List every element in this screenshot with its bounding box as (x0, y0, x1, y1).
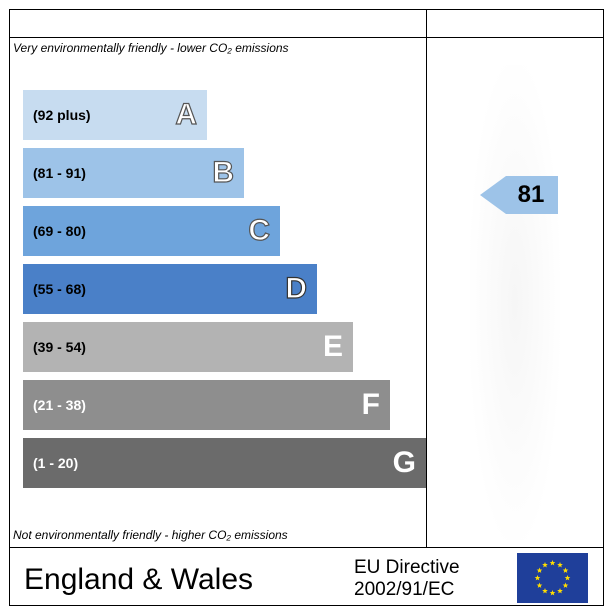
top-caption: Very environmentally friendly - lower CO… (13, 41, 289, 55)
current-rating-arrow-shape (480, 176, 558, 214)
flag-star (562, 567, 569, 573)
current-rating-column (470, 65, 560, 540)
eu-flag-icon (517, 553, 588, 603)
band-d-letter: D (285, 271, 308, 305)
band-f-range: (21 - 38) (33, 397, 86, 413)
column-divider (426, 9, 427, 547)
flag-star (542, 587, 548, 594)
flag-star (557, 587, 563, 594)
footer-divider (9, 547, 604, 548)
band-b-letter: B (212, 155, 235, 189)
band-d: (55 - 68) D (23, 264, 317, 314)
band-a: (92 plus) A (23, 90, 207, 140)
chart-frame (9, 9, 604, 606)
eu-directive-line2: 2002/91/EC (354, 579, 455, 600)
header-divider (9, 37, 604, 38)
eu-directive-line1: EU Directive (354, 557, 460, 578)
band-g: (1 - 20) G (23, 438, 426, 488)
band-c: (69 - 80) C (23, 206, 280, 256)
band-e-letter: E (322, 330, 343, 363)
current-rating-value: 81 (517, 181, 545, 208)
flag-star (536, 567, 543, 573)
top-caption-text: Very environmentally friendly - lower CO… (13, 41, 289, 55)
flag-star (562, 582, 569, 588)
band-c-letter: C (248, 213, 271, 247)
band-a-letter: A (175, 97, 198, 131)
flag-star (549, 560, 556, 566)
band-b-range: (81 - 91) (33, 165, 86, 181)
flag-star (542, 562, 548, 568)
flag-star (549, 590, 556, 596)
band-b: (81 - 91) B (23, 148, 244, 198)
flag-star (534, 575, 541, 581)
band-e-range: (39 - 54) (33, 339, 86, 355)
flag-star (536, 582, 543, 588)
current-rating-arrow: 81 (480, 176, 558, 214)
flag-star (564, 575, 571, 581)
band-g-range: (1 - 20) (33, 455, 79, 471)
band-c-range: (69 - 80) (33, 223, 86, 239)
bottom-caption-text: Not environmentally friendly - higher CO… (13, 528, 288, 542)
band-e: (39 - 54) E (23, 322, 353, 372)
bottom-caption: Not environmentally friendly - higher CO… (13, 528, 288, 542)
band-f: (21 - 38) F (23, 380, 390, 430)
band-d-range: (55 - 68) (33, 281, 86, 297)
region-label: England & Wales (24, 563, 254, 596)
flag-star (557, 562, 563, 568)
band-g-letter: G (392, 446, 416, 479)
band-a-range: (92 plus) (33, 107, 91, 123)
eu-directive: EU Directive 2002/91/EC (354, 557, 460, 601)
band-f-letter: F (361, 388, 380, 421)
